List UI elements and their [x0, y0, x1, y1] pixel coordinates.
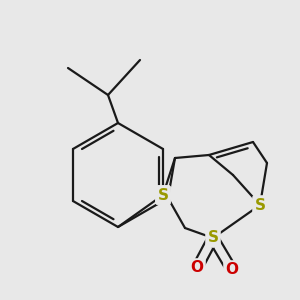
- Text: S: S: [254, 197, 266, 212]
- Text: S: S: [158, 188, 169, 202]
- Text: S: S: [208, 230, 218, 245]
- Text: O: O: [226, 262, 238, 278]
- Text: O: O: [190, 260, 203, 275]
- Text: S: S: [158, 188, 169, 202]
